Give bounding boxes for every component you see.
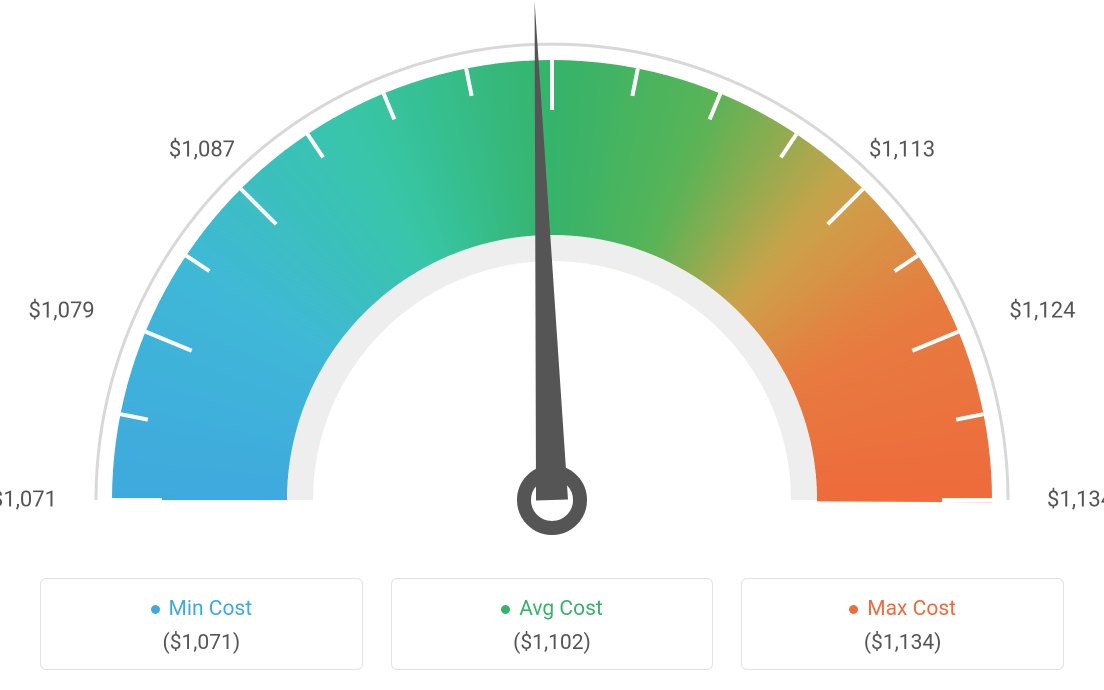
avg-cost-title: Avg Cost	[501, 597, 603, 621]
gauge-svg	[0, 0, 1104, 560]
min-cost-card: Min Cost ($1,071)	[40, 578, 363, 670]
scale-label: $1,113	[869, 137, 935, 162]
max-cost-label: Max Cost	[867, 597, 956, 621]
scale-label: $1,087	[169, 137, 235, 162]
min-dot-icon	[151, 605, 160, 614]
avg-cost-value: ($1,102)	[412, 631, 693, 655]
avg-dot-icon	[501, 605, 510, 614]
min-cost-title: Min Cost	[151, 597, 253, 621]
scale-label: $1,124	[1009, 298, 1075, 323]
max-dot-icon	[849, 605, 858, 614]
scale-label: $1,134	[1047, 488, 1104, 513]
min-cost-value: ($1,071)	[61, 631, 342, 655]
max-cost-card: Max Cost ($1,134)	[741, 578, 1064, 670]
scale-label: $1,079	[29, 298, 95, 323]
gauge: $1,071$1,079$1,087$1,102$1,113$1,124$1,1…	[0, 0, 1104, 560]
avg-cost-card: Avg Cost ($1,102)	[391, 578, 714, 670]
summary-cards: Min Cost ($1,071) Avg Cost ($1,102) Max …	[40, 578, 1064, 670]
max-cost-title: Max Cost	[849, 597, 956, 621]
avg-cost-label: Avg Cost	[519, 597, 603, 621]
max-cost-value: ($1,134)	[762, 631, 1043, 655]
min-cost-label: Min Cost	[169, 597, 253, 621]
scale-label: $1,071	[0, 488, 57, 513]
gauge-chart-container: $1,071$1,079$1,087$1,102$1,113$1,124$1,1…	[0, 0, 1104, 690]
